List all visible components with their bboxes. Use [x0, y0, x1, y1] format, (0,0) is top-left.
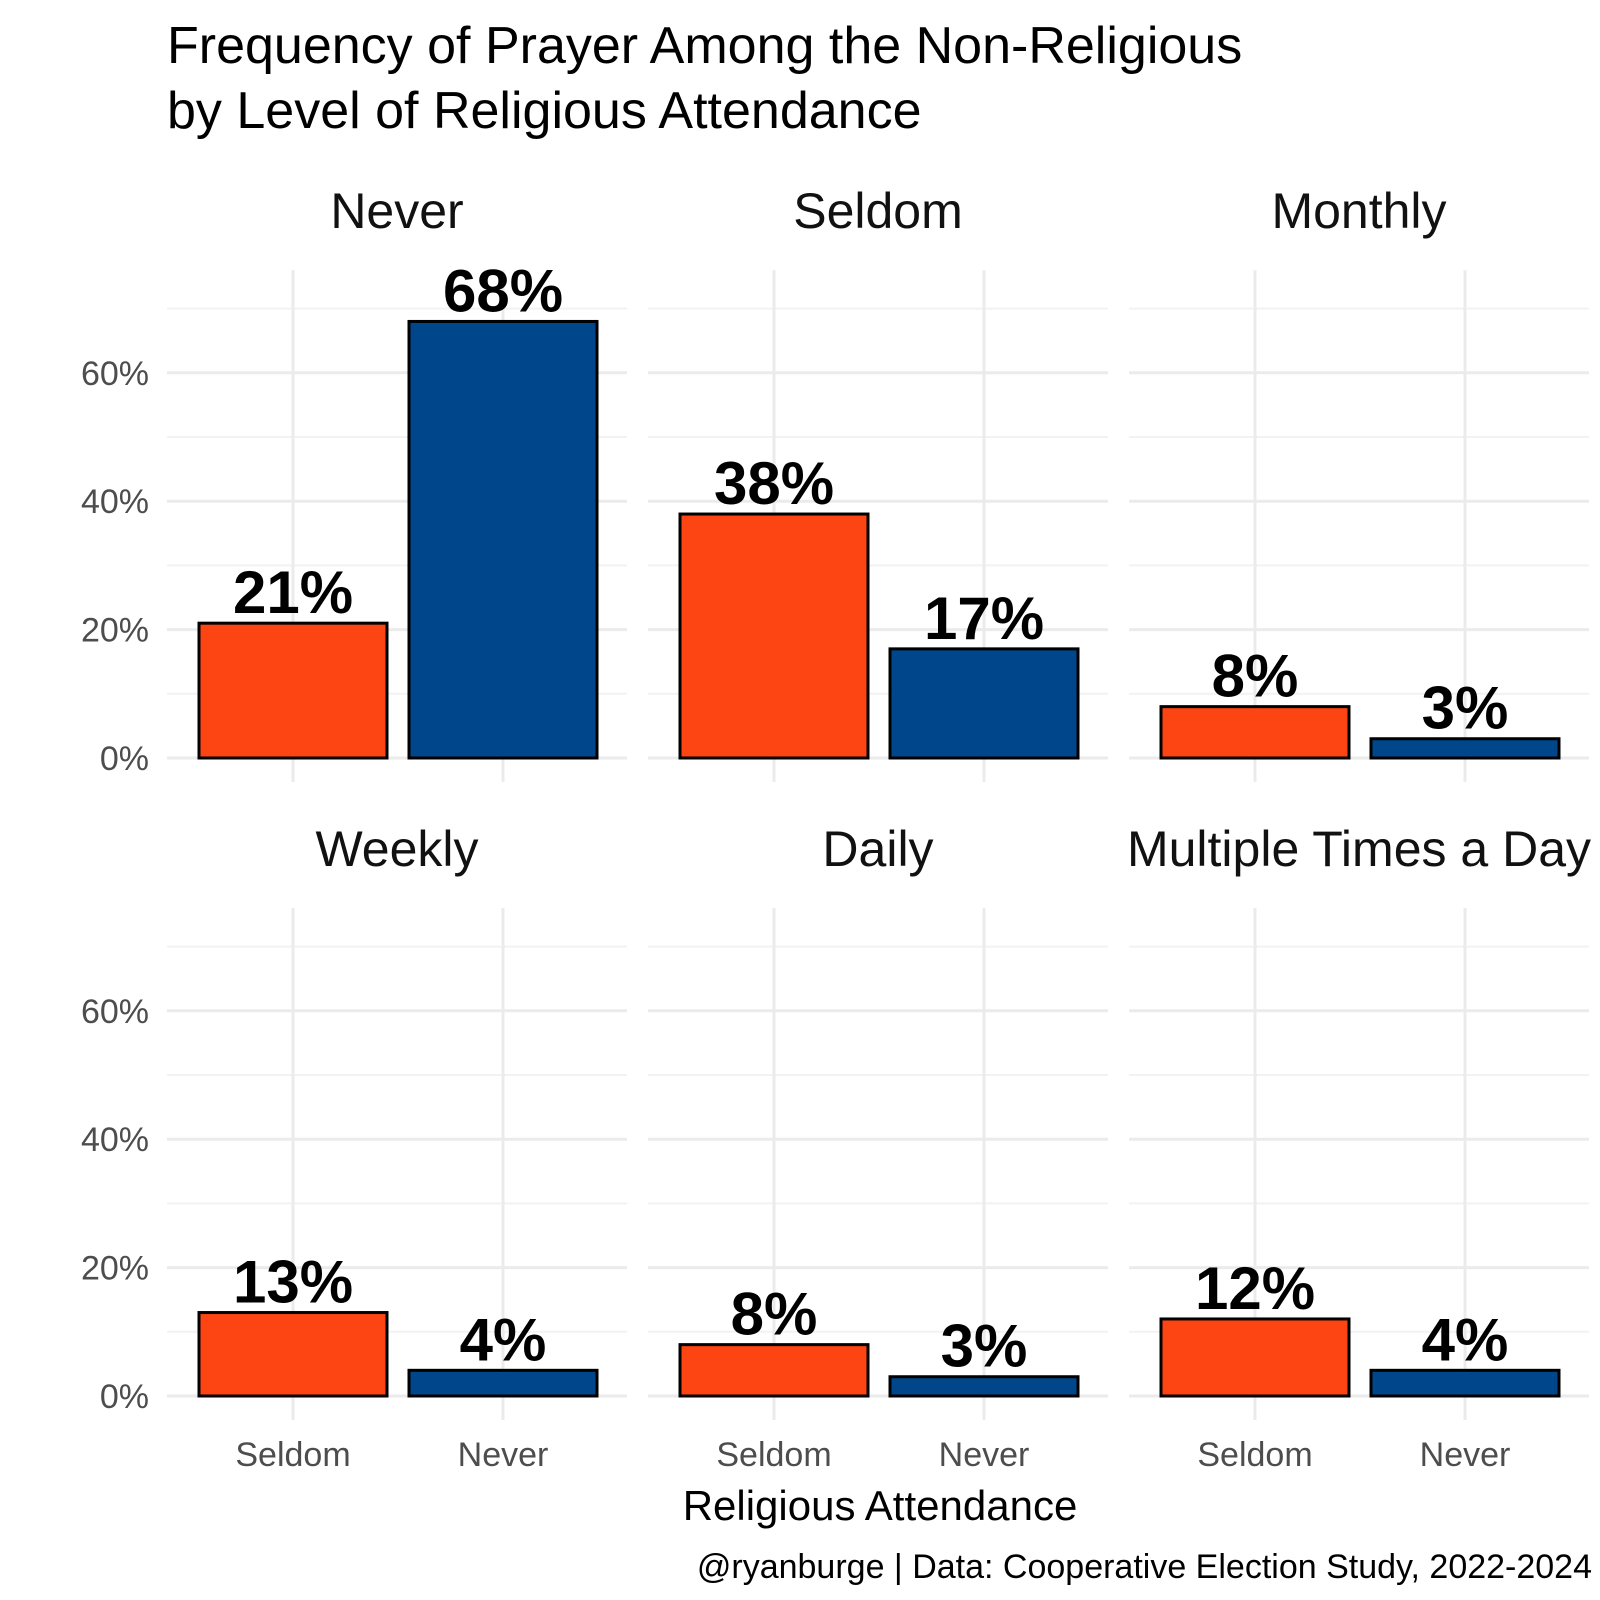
- facet-title: Seldom: [793, 183, 963, 239]
- x-axis-title: Religious Attendance: [683, 1482, 1078, 1529]
- data-label: 17%: [924, 585, 1044, 652]
- bar-never: [1369, 737, 1561, 760]
- bar-seldom: [678, 512, 870, 760]
- facet-panel-2: Seldom 38% 17%: [648, 183, 1108, 782]
- bar-never: [407, 1368, 599, 1398]
- bar-seldom: [197, 621, 389, 760]
- y-tick-label: 0%: [100, 740, 149, 778]
- bar-seldom: [197, 1311, 389, 1398]
- bar-never: [1369, 1368, 1561, 1398]
- data-label: 4%: [460, 1306, 547, 1373]
- facet-title: Multiple Times a Day: [1127, 821, 1591, 877]
- x-tick-label: Seldom: [716, 1436, 831, 1474]
- bar-seldom: [1159, 1317, 1351, 1398]
- bar-seldom: [678, 1343, 870, 1398]
- data-label: 3%: [1422, 675, 1509, 742]
- facet-panel-3: Monthly 8% 3%: [1129, 183, 1589, 782]
- chart-title: Frequency of Prayer Among the Non-Religi…: [167, 17, 1242, 75]
- facet-panel-1: Never 21% 68% 0% 20% 40% 60%: [81, 183, 627, 782]
- caption: @ryanburge | Data: Cooperative Election …: [697, 1548, 1592, 1586]
- facet-panel-5: Daily 8% 3% Seldom Never: [648, 821, 1108, 1474]
- y-tick-label: 20%: [81, 1250, 149, 1288]
- facet-title: Never: [330, 183, 463, 239]
- x-tick-label: Seldom: [1197, 1436, 1312, 1474]
- y-tick-label: 20%: [81, 612, 149, 650]
- x-tick-label: Never: [939, 1436, 1030, 1474]
- data-label: 3%: [941, 1313, 1028, 1380]
- facet-panels: Never 21% 68% 0% 20% 40% 60% Seldom 38% 17% Monthl…: [81, 183, 1591, 1474]
- y-tick-label: 40%: [81, 1121, 149, 1159]
- data-label: 12%: [1195, 1255, 1315, 1322]
- facet-title: Daily: [822, 821, 933, 877]
- facet-title: Monthly: [1271, 183, 1446, 239]
- facet-panel-6: Multiple Times a Day 12% 4% Seldom Never: [1127, 821, 1591, 1474]
- y-tick-label: 40%: [81, 483, 149, 521]
- y-tick-label: 60%: [81, 993, 149, 1031]
- data-label: 68%: [443, 257, 563, 324]
- bar-never: [888, 647, 1080, 760]
- data-label: 8%: [731, 1281, 818, 1348]
- data-label: 4%: [1422, 1306, 1509, 1373]
- bar-seldom: [1159, 705, 1351, 760]
- x-tick-label: Never: [1420, 1436, 1511, 1474]
- data-label: 38%: [714, 450, 834, 517]
- y-tick-label: 0%: [100, 1378, 149, 1416]
- facet-title: Weekly: [315, 821, 478, 877]
- data-label: 21%: [233, 559, 353, 626]
- data-label: 8%: [1212, 643, 1299, 710]
- x-tick-label: Seldom: [235, 1436, 350, 1474]
- data-label: 13%: [233, 1249, 353, 1316]
- bar-never: [888, 1375, 1080, 1398]
- chart-subtitle: by Level of Religious Attendance: [167, 82, 922, 140]
- facet-panel-4: Weekly 13% 4% 0% 20% 40% 60% Seldom Never: [81, 821, 627, 1474]
- bar-never: [407, 319, 599, 760]
- y-tick-label: 60%: [81, 355, 149, 393]
- x-tick-label: Never: [458, 1436, 549, 1474]
